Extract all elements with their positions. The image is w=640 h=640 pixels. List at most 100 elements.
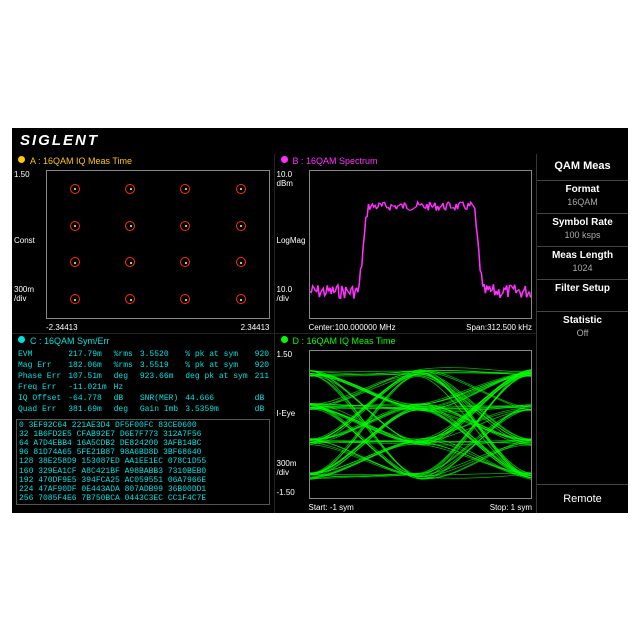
side-item-meas-length[interactable]: Meas Length 1024	[537, 246, 628, 279]
side-item-filter-setup[interactable]: Filter Setup	[537, 279, 628, 311]
panel-d-title: D : 16QAM IQ Meas Time	[293, 336, 396, 346]
dot-icon	[18, 336, 25, 343]
panel-b-xcenter: Center:100.000000 MHz	[309, 323, 396, 332]
panel-d-plot	[309, 350, 533, 499]
stats-cell: 3.5359m	[185, 405, 252, 414]
panel-d-xleft: Start: -1 sym	[309, 503, 354, 512]
panel-b-plot	[309, 170, 533, 319]
constellation-point	[236, 294, 246, 304]
panel-d-ydiv: 300m /div	[277, 459, 297, 477]
side-item-label: Statistic	[541, 315, 624, 326]
panel-a-ylabel: Const	[14, 236, 35, 245]
stats-cell: Freq Err	[18, 383, 66, 392]
constellation-point	[180, 221, 190, 231]
panel-c-body: EVM217.79m%rms3.5520% pk at sym920Mag Er…	[16, 348, 270, 511]
panel-a-xright: 2.34413	[241, 323, 270, 332]
hex-row: 96 81D74A65 5FE21B87 98A6BD8D 3BF68640	[19, 448, 267, 457]
side-item-label: Meas Length	[541, 250, 624, 261]
panel-d-eye[interactable]: D : 16QAM IQ Meas Time 1.50 I-Eye 300m /…	[275, 334, 537, 513]
stats-cell: SNR(MER)	[140, 394, 183, 403]
display-grid: A : 16QAM IQ Meas Time 1.50 Const 300m /…	[12, 154, 536, 513]
dot-icon	[281, 336, 288, 343]
stats-cell: 182.06m	[68, 361, 111, 370]
panel-a-constellation[interactable]: A : 16QAM IQ Meas Time 1.50 Const 300m /…	[12, 154, 274, 333]
side-item-label: Filter Setup	[541, 283, 624, 294]
side-item-value: Off	[541, 328, 624, 338]
stats-cell: deg pk at sym	[185, 372, 252, 381]
constellation-point	[70, 184, 80, 194]
hex-row: 32 1B6FD2E5 CFAB92E7 D6E7F773 312A7F56	[19, 430, 267, 439]
stats-cell	[140, 383, 183, 392]
panel-b-spectrum[interactable]: B : 16QAM Spectrum 10.0 dBm LogMag 10.0 …	[275, 154, 537, 333]
panel-b-ylabel: LogMag	[277, 236, 306, 245]
side-item-value: 16QAM	[541, 197, 624, 207]
side-item-label: Format	[541, 184, 624, 195]
panel-a-plot	[46, 170, 270, 319]
panel-d-ylabel: I-Eye	[277, 409, 296, 418]
stats-cell: %rms	[114, 350, 138, 359]
main-area: A : 16QAM IQ Meas Time 1.50 Const 300m /…	[12, 154, 628, 513]
stats-cell: dB	[255, 405, 274, 414]
hex-row: 192 470DF9E5 394FCA25 AC059551 06A7966E	[19, 476, 267, 485]
stats-cell: Mag Err	[18, 361, 66, 370]
panel-b-xspan: Span:312.500 kHz	[466, 323, 532, 332]
panel-d-ybot: -1.50	[277, 488, 295, 497]
stats-cell: % pk at sym	[185, 361, 252, 370]
dot-icon	[281, 156, 288, 163]
side-footer-remote[interactable]: Remote	[537, 484, 628, 513]
stats-cell: 3.5519	[140, 361, 183, 370]
stats-cell: 381.69m	[68, 405, 111, 414]
stats-cell: 920	[255, 361, 274, 370]
hex-row: 224 47AF90DF 0E443ADA 807ADB99 36B00DD1	[19, 485, 267, 494]
panel-a-ydiv: 300m /div	[14, 285, 34, 303]
constellation-point	[125, 221, 135, 231]
stats-cell	[255, 383, 274, 392]
hex-row: 160 329EA1CF A8C421BF A98BABB3 7310BEB0	[19, 467, 267, 476]
dot-icon	[18, 156, 25, 163]
side-item-symbol-rate[interactable]: Symbol Rate 100 ksps	[537, 213, 628, 246]
stats-cell	[185, 383, 252, 392]
panel-d-xright: Stop: 1 sym	[490, 503, 532, 512]
analyzer-frame: SIGLENT A : 16QAM IQ Meas Time 1.50 Cons…	[12, 128, 628, 513]
stats-cell: 920	[255, 350, 274, 359]
constellation-point	[70, 221, 80, 231]
constellation-point	[70, 257, 80, 267]
side-menu-title: QAM Meas	[537, 154, 628, 180]
side-item-value: 100 ksps	[541, 230, 624, 240]
panel-d-ytop: 1.50	[277, 350, 293, 359]
side-item-statistic[interactable]: Statistic Off	[537, 311, 628, 344]
stats-cell: Hz	[114, 383, 138, 392]
stats-cell: EVM	[18, 350, 66, 359]
stats-cell: %rms	[114, 361, 138, 370]
side-item-value: 1024	[541, 263, 624, 273]
stats-cell: deg	[114, 372, 138, 381]
hex-row: 0 3EF92C64 221AE3D4 DF5F00FC 83CE0600	[19, 421, 267, 430]
panel-b-title: B : 16QAM Spectrum	[293, 156, 378, 166]
side-item-format[interactable]: Format 16QAM	[537, 180, 628, 213]
constellation-point	[236, 257, 246, 267]
panel-a-xleft: -2.34413	[46, 323, 78, 332]
side-menu: QAM Meas Format 16QAM Symbol Rate 100 ksps M…	[536, 154, 628, 513]
stats-cell: 217.79m	[68, 350, 111, 359]
constellation-point	[180, 257, 190, 267]
stats-cell: 44.666	[185, 394, 252, 403]
side-item-label: Symbol Rate	[541, 217, 624, 228]
stats-cell: -64.778	[68, 394, 111, 403]
constellation-point	[180, 294, 190, 304]
constellation-point	[125, 294, 135, 304]
constellation-point	[125, 257, 135, 267]
panel-a-ytop: 1.50	[14, 170, 30, 179]
constellation-point	[236, 221, 246, 231]
panel-b-ydiv: 10.0 /div	[277, 285, 293, 303]
hex-dump: 0 3EF92C64 221AE3D4 DF5F00FC 83CE0600 32…	[16, 419, 270, 506]
stats-cell: deg	[114, 405, 138, 414]
constellation-point	[180, 184, 190, 194]
hex-row: 128 38E258D9 153087ED AA1EE1EC 078C1D55	[19, 457, 267, 466]
side-menu-items: Format 16QAM Symbol Rate 100 ksps Meas Lengt…	[537, 180, 628, 344]
stats-cell: Phase Err	[18, 372, 66, 381]
brand-logo: SIGLENT	[12, 128, 628, 154]
constellation-point	[236, 184, 246, 194]
panel-c-title: C : 16QAM Sym/Err	[30, 336, 110, 346]
panel-c-symerr[interactable]: C : 16QAM Sym/Err EVM217.79m%rms3.5520% …	[12, 334, 274, 513]
stats-cell: dB	[114, 394, 138, 403]
